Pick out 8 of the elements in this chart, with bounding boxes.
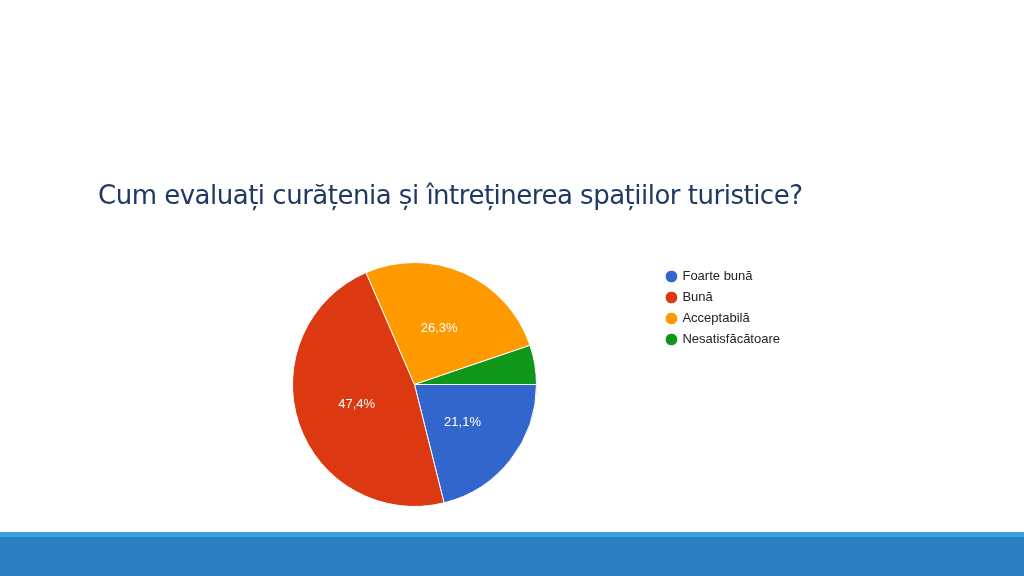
data-label: 47,4% (338, 395, 376, 411)
legend-label: Foarte bună (682, 268, 754, 284)
legend-label: Bună (682, 289, 714, 305)
data-label: 21,1% (444, 413, 482, 429)
chart-title: Cum evaluați curățenia și întreținerea spațiilor turistice? (98, 180, 803, 210)
legend-label: Nesatisfăcătoare (682, 331, 781, 347)
legend-label: Acceptabilă (682, 310, 751, 326)
data-label: 26,3% (420, 320, 459, 336)
